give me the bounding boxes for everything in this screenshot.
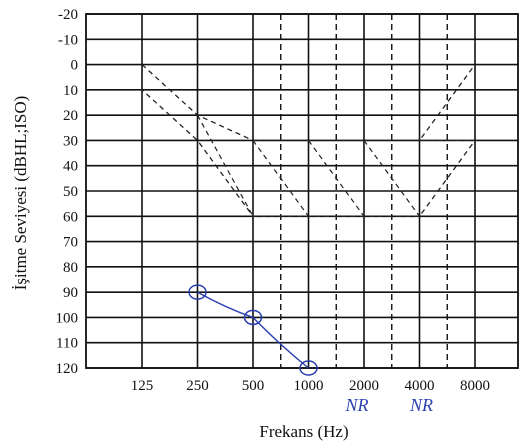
x-tick-label: 500 — [242, 378, 265, 394]
y-tick-label: -10 — [58, 32, 78, 48]
y-tick-label: 120 — [56, 361, 79, 377]
y-tick-label: 0 — [71, 58, 79, 74]
x-axis-title: Frekans (Hz) — [259, 422, 348, 441]
y-tick-label: 10 — [63, 83, 78, 99]
series-line — [197, 291, 309, 369]
hearing-threshold-series — [188, 284, 318, 376]
y-tick-label: -20 — [58, 7, 78, 23]
grid — [85, 13, 519, 369]
threshold-marker — [188, 284, 207, 300]
x-tick-label: 125 — [131, 378, 154, 394]
y-axis-ticks: -20 -10 0 10 20 30 40 50 60 70 80 90 100 110 120 — [56, 7, 79, 377]
threshold-marker — [299, 360, 318, 376]
x-axis-ticks: 125 250 500 1000 2000 4000 8000 — [131, 378, 490, 394]
y-tick-label: 90 — [63, 285, 78, 301]
annotation-nr: NR — [344, 395, 368, 415]
x-tick-label: 1000 — [294, 378, 324, 394]
y-tick-label: 60 — [63, 209, 78, 225]
y-axis-title: İşitme Seviyesi (dBHL;ISO) — [11, 96, 30, 291]
y-tick-label: 30 — [63, 133, 78, 149]
speech-banana-outline — [141, 62, 476, 217]
banana-diagonal — [252, 140, 309, 217]
banana-diagonal — [308, 140, 365, 217]
y-tick-label: 20 — [63, 108, 78, 124]
y-tick-label: 110 — [56, 336, 78, 352]
x-tick-label: 250 — [186, 378, 209, 394]
y-tick-label: 50 — [63, 184, 78, 200]
annotation-nr: NR — [409, 395, 433, 415]
annotations: NR NR — [344, 395, 433, 415]
x-tick-label: 2000 — [349, 378, 379, 394]
threshold-marker — [243, 309, 263, 326]
banana-diagonal — [196, 114, 254, 217]
x-tick-label: 8000 — [460, 378, 490, 394]
y-tick-label: 70 — [63, 235, 78, 251]
x-tick-label: 4000 — [405, 378, 435, 394]
banana-diagonal — [363, 140, 420, 217]
y-tick-label: 40 — [63, 159, 78, 175]
y-tick-label: 100 — [56, 310, 79, 326]
y-tick-label: 80 — [63, 260, 78, 276]
